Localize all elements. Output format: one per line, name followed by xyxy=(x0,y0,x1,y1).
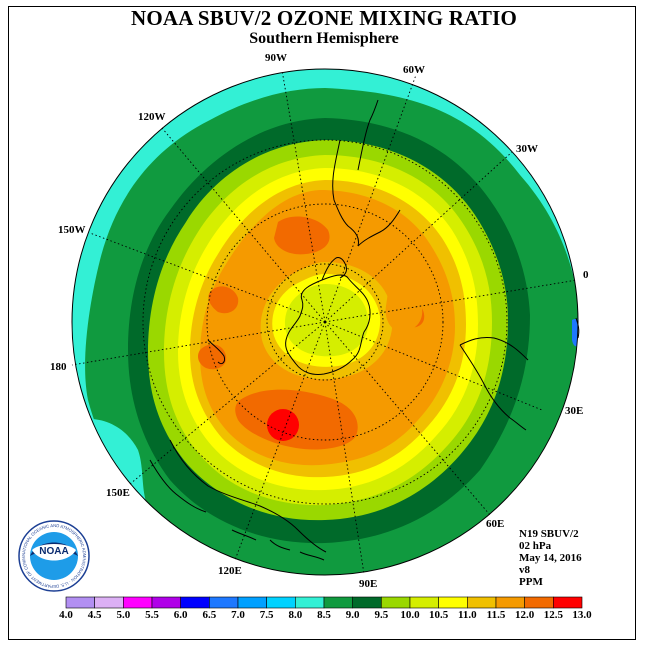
contour-edge-blue-patch xyxy=(572,319,578,347)
noaa-logo: NATIONAL OCEANIC AND ATMOSPHERIC ADMINIS… xyxy=(18,520,90,592)
lon-label-60w: 60W xyxy=(403,64,425,76)
contour-band-12-north xyxy=(208,286,239,314)
info-block: N19 SBUV/2 02 hPa May 14, 2016 v8 PPM xyxy=(519,528,582,588)
info-satellite: N19 SBUV/2 xyxy=(519,528,579,540)
islands-s xyxy=(231,529,325,561)
africa-coast xyxy=(459,344,527,431)
south-america-coast-2 xyxy=(357,209,401,247)
lon-label-150e: 150E xyxy=(106,487,130,499)
plot-frame xyxy=(8,6,636,640)
lon-label-120w: 120W xyxy=(138,111,166,123)
contour-east-patch-10 xyxy=(385,289,423,332)
australia-coast-2 xyxy=(149,459,207,513)
info-pressure: 02 hPa xyxy=(519,540,552,552)
australia-coast xyxy=(169,439,327,553)
antarctica-coast xyxy=(285,274,371,375)
info-date: May 14, 2016 xyxy=(519,552,582,564)
logo-gull xyxy=(32,544,76,561)
info-version: v8 xyxy=(519,564,530,576)
map-boundary xyxy=(71,68,579,576)
graticule xyxy=(71,69,578,575)
lon-label-30e: 30E xyxy=(565,405,583,417)
lon-label-180: 180 xyxy=(50,361,67,373)
coastlines xyxy=(149,99,580,561)
lon-label-30w: 30W xyxy=(516,143,538,155)
lon-label-90w: 90W xyxy=(265,52,287,64)
lon-label-0: 0 xyxy=(583,269,589,281)
lon-label-60e: 60E xyxy=(486,518,504,530)
lon-label-150w: 150W xyxy=(58,224,86,236)
logo-text: NOAA xyxy=(39,546,68,557)
page-subtitle: Southern Hemisphere xyxy=(249,30,399,47)
lon-label-90e: 90E xyxy=(359,578,377,590)
ozone-contour-field xyxy=(72,69,578,575)
page-title: NOAA SBUV/2 OZONE MIXING RATIO xyxy=(131,6,517,30)
contour-band-12-west xyxy=(274,216,330,255)
lon-label-120e: 120E xyxy=(218,565,242,577)
islands-e xyxy=(575,317,580,339)
antarctic-peninsula xyxy=(321,257,347,281)
info-units: PPM xyxy=(519,576,543,588)
new-zealand-coast xyxy=(207,339,225,365)
longitude-labels: 0 30E 60E 90E 120E 150E 180 150W 120W 90… xyxy=(50,52,589,590)
africa-coast-2 xyxy=(459,337,529,361)
contour-band-12-5-max xyxy=(267,409,299,441)
